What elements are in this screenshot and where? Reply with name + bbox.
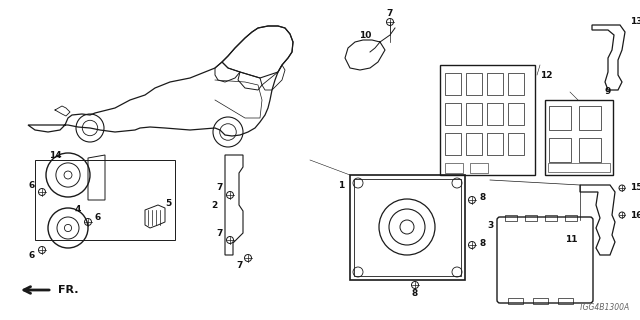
- Bar: [545, 100, 613, 175]
- Text: 6: 6: [29, 252, 35, 260]
- Text: 3: 3: [488, 220, 494, 229]
- Bar: [445, 73, 461, 95]
- Bar: [549, 106, 571, 130]
- Text: 15: 15: [630, 183, 640, 193]
- Text: 14: 14: [49, 150, 61, 159]
- Text: 4: 4: [75, 205, 81, 214]
- Bar: [508, 73, 524, 95]
- Bar: [466, 133, 482, 155]
- Text: 1: 1: [338, 180, 344, 189]
- Bar: [35, 160, 175, 240]
- Bar: [445, 163, 463, 173]
- Bar: [505, 215, 517, 221]
- Text: 7: 7: [217, 183, 223, 193]
- Text: TGG4B1300A: TGG4B1300A: [579, 303, 630, 312]
- Bar: [354, 179, 461, 276]
- Text: 7: 7: [217, 228, 223, 237]
- Bar: [487, 103, 503, 125]
- Text: 16: 16: [630, 211, 640, 220]
- Bar: [525, 215, 537, 221]
- Text: FR.: FR.: [58, 285, 79, 295]
- Text: 11: 11: [566, 236, 578, 244]
- Text: 6: 6: [95, 213, 101, 222]
- Bar: [487, 133, 503, 155]
- Bar: [545, 215, 557, 221]
- Bar: [466, 73, 482, 95]
- Bar: [579, 138, 601, 162]
- Bar: [487, 73, 503, 95]
- Bar: [508, 298, 523, 304]
- Bar: [466, 103, 482, 125]
- Bar: [440, 65, 535, 175]
- Text: 5: 5: [165, 198, 171, 207]
- Bar: [549, 138, 571, 162]
- Text: 10: 10: [359, 30, 371, 39]
- Text: 8: 8: [480, 194, 486, 203]
- Bar: [579, 106, 601, 130]
- Text: 8: 8: [480, 238, 486, 247]
- Bar: [558, 298, 573, 304]
- Bar: [445, 133, 461, 155]
- Text: 8: 8: [412, 289, 418, 298]
- Text: 2: 2: [211, 201, 217, 210]
- Text: 6: 6: [29, 181, 35, 190]
- Bar: [445, 103, 461, 125]
- Bar: [533, 298, 548, 304]
- Bar: [565, 215, 577, 221]
- Bar: [548, 163, 610, 172]
- Text: 13: 13: [630, 18, 640, 27]
- Text: 12: 12: [540, 70, 552, 79]
- Bar: [350, 175, 465, 280]
- Text: 7: 7: [387, 9, 393, 18]
- Bar: [470, 163, 488, 173]
- Text: 7: 7: [237, 260, 243, 269]
- Bar: [508, 103, 524, 125]
- Text: 9: 9: [605, 87, 611, 97]
- Bar: [508, 133, 524, 155]
